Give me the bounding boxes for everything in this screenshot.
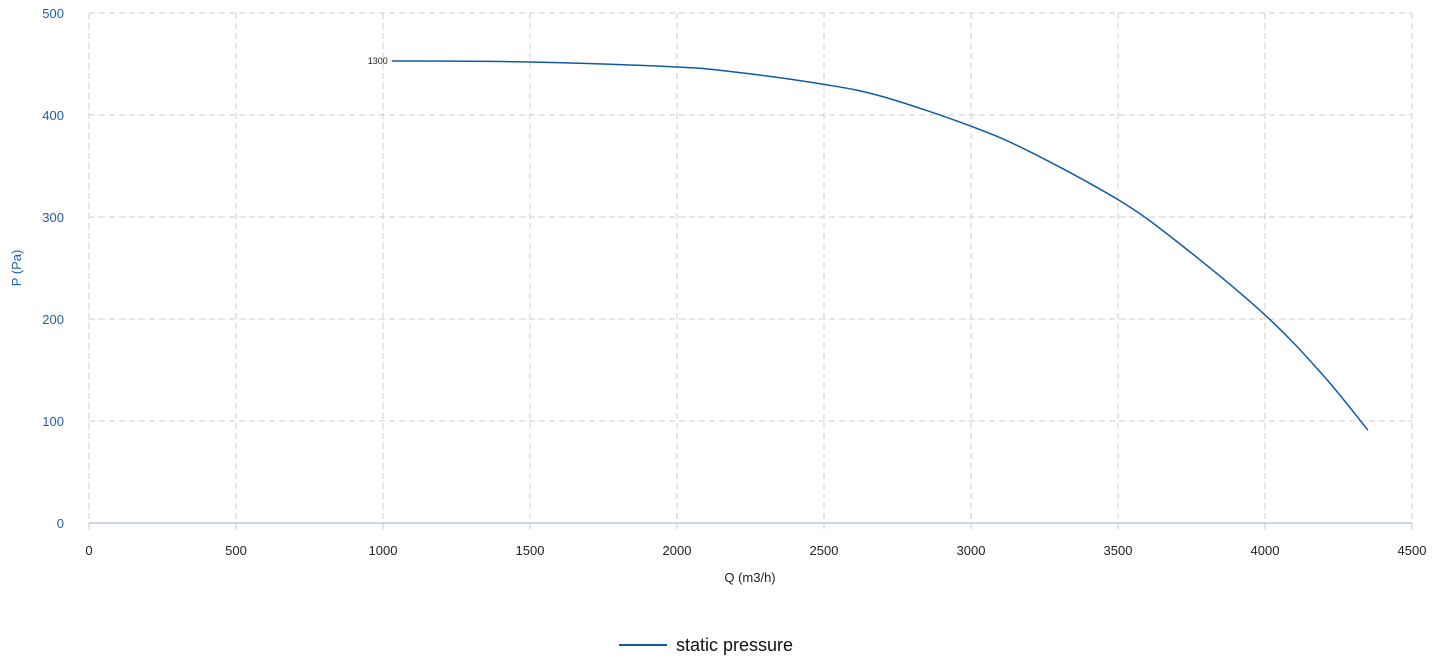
y-tick-label-400: 400	[42, 108, 64, 123]
tick-labels: 0 500 1000 1500 2000 2500 3000 3500 4000 4500 0 100…	[42, 6, 1426, 558]
x-tick-label-500: 500	[225, 543, 247, 558]
x-axis-title: Q (m3/h)	[724, 570, 775, 585]
x-tick-label-2500: 2500	[810, 543, 839, 558]
x-tick-label-4000: 4000	[1251, 543, 1280, 558]
series-group: 1300	[368, 56, 1369, 431]
x-tick-label-3000: 3000	[957, 543, 986, 558]
y-tick-label-0: 0	[57, 516, 64, 531]
axes	[88, 522, 1413, 529]
x-tick-label-2000: 2000	[663, 543, 692, 558]
y-tick-label-200: 200	[42, 312, 64, 327]
y-tick-label-100: 100	[42, 414, 64, 429]
x-tick-label-0: 0	[85, 543, 92, 558]
x-tick-label-1000: 1000	[369, 543, 398, 558]
grid	[88, 12, 1413, 523]
y-axis-title: P (Pa)	[9, 250, 24, 287]
series-line-static-pressure	[391, 60, 1369, 431]
y-tick-label-300: 300	[42, 210, 64, 225]
y-tick-label-500: 500	[42, 6, 64, 21]
x-tick-label-1500: 1500	[516, 543, 545, 558]
legend: static pressure	[619, 635, 793, 655]
x-tick-label-3500: 3500	[1104, 543, 1133, 558]
legend-label-static-pressure: static pressure	[676, 635, 793, 655]
x-tick-label-4500: 4500	[1398, 543, 1427, 558]
curve-label: 1300	[368, 56, 388, 66]
